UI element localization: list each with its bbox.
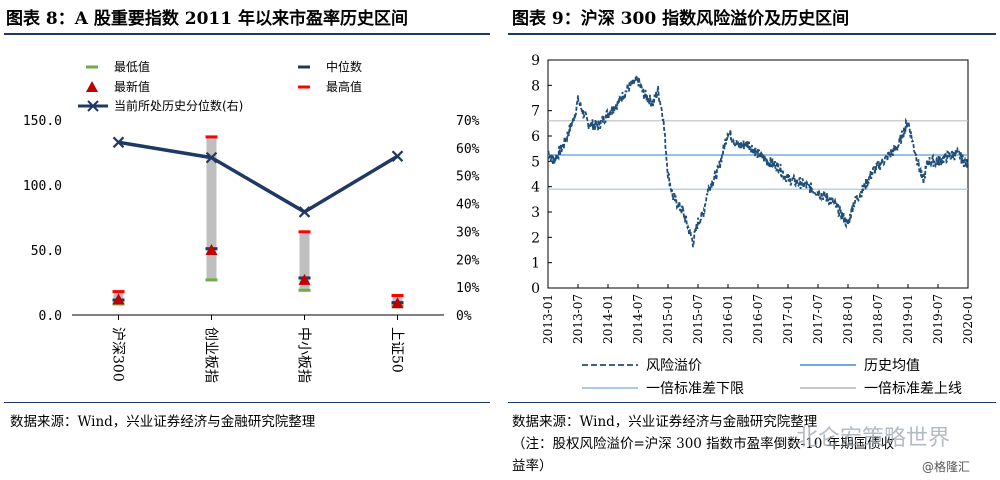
y-tick-label: 5 [531, 154, 540, 170]
range-bar [206, 136, 217, 280]
x-tick-label: 2018-07 [871, 294, 885, 344]
x-category-label: 沪深300 [110, 327, 126, 382]
legend-swatch-median [298, 65, 310, 69]
y-tick-label: 7 [531, 104, 540, 120]
latest-marker [205, 244, 218, 255]
x-tick-label: 2014-01 [601, 294, 615, 344]
y-tick-label: 1 [531, 256, 540, 272]
percentile-point [112, 136, 125, 149]
x-tick-label: 2014-07 [631, 294, 645, 344]
left-y-tick-label: 0.0 [39, 309, 62, 324]
legend-label: 最高值 [326, 79, 362, 94]
min-marker [298, 288, 311, 292]
right-y-tick-label: 40% [456, 198, 480, 213]
x-tick-label: 2020-01 [961, 294, 975, 344]
latest-marker [391, 297, 404, 309]
legend-swatch-min [86, 65, 98, 69]
x-tick-label: 2017-01 [781, 294, 795, 344]
legend-label: 中位数 [326, 59, 362, 74]
x-tick-label: 2016-07 [751, 294, 765, 344]
max-marker [298, 230, 311, 234]
right-y-tick-label: 70% [456, 114, 480, 129]
legend-label: 当前所处历史分位数(右) [114, 98, 243, 113]
y-tick-label: 9 [531, 53, 540, 69]
range-bar [299, 231, 310, 291]
right-note-line-2: 益率） [512, 458, 553, 474]
right-y-tick-label: 20% [456, 253, 480, 268]
right-chart-title: 图表 9：沪深 300 指数风险溢价及历史区间 [512, 9, 850, 29]
right-title-rule [508, 33, 996, 35]
risk-premium-line [547, 75, 969, 248]
x-tick-label: 2016-01 [721, 294, 735, 344]
latest-marker [112, 293, 125, 305]
x-category-label: 上证50 [389, 327, 405, 373]
x-tick-label: 2013-01 [541, 294, 555, 344]
percentile-point [298, 206, 311, 218]
legend-swatch-latest [86, 81, 98, 92]
x-tick-label: 2019-07 [931, 294, 945, 344]
right-y-tick-label: 60% [456, 142, 480, 157]
right-y-tick-label: 10% [456, 281, 480, 296]
risk-premium-chart: 0 1 2 3 4 5 6 7 8 9 2013-01 2013-07 2014-01 2014-07 20… [531, 53, 975, 397]
legend-label: 一倍标准差上线 [864, 381, 962, 397]
percentile-point [205, 151, 218, 164]
x-tick-label: 2015-01 [661, 294, 675, 344]
y-tick-label: 6 [531, 129, 540, 145]
max-marker [205, 135, 218, 139]
right-source-text: 数据来源：Wind，兴业证券经济与金融研究院整理 [512, 414, 818, 430]
left-source-text: 数据来源：Wind，兴业证券经济与金融研究院整理 [10, 414, 316, 430]
x-tick-label: 2018-01 [841, 294, 855, 344]
right-source-rule [508, 402, 996, 403]
legend-swatch-percentile-marker [87, 100, 99, 112]
legend-label: 最低值 [114, 59, 150, 74]
watermark-site: @格隆汇 [922, 460, 971, 474]
plot-frame [547, 59, 969, 289]
y-tick-label: 3 [531, 205, 540, 221]
percentile-line [118, 140, 399, 214]
max-marker [391, 294, 404, 297]
right-y-tick-label: 30% [456, 225, 480, 240]
right-y-tick-label: 50% [456, 170, 480, 185]
left-title-rule [4, 33, 490, 35]
legend-label: 风险溢价 [646, 358, 702, 374]
x-tick-label: 2019-01 [901, 294, 915, 344]
percentile-point [391, 150, 404, 162]
left-source-rule [4, 402, 490, 403]
left-y-tick-label: 100.0 [23, 179, 62, 194]
legend-label: 一倍标准差下限 [646, 381, 744, 397]
left-y-tick-label: 50.0 [31, 244, 62, 259]
y-tick-label: 8 [531, 78, 540, 94]
left-y-tick-label: 150.0 [23, 114, 62, 129]
left-chart-title: 图表 8：A 股重要指数 2011 年以来市盈率历史区间 [6, 9, 409, 29]
y-tick-label: 2 [531, 230, 540, 246]
legend-swatch-max [298, 85, 310, 89]
x-category-label: 创业板指 [203, 327, 219, 383]
latest-marker [298, 273, 311, 285]
max-marker [112, 290, 125, 294]
y-tick-label: 0 [531, 281, 540, 297]
right-note-line-1: （注：股权风险溢价=沪深 300 指数市盈率倒数-10 年期国债收 [512, 436, 895, 452]
x-tick-label: 2015-07 [691, 294, 705, 344]
x-tick-label: 2013-07 [571, 294, 585, 344]
right-y-tick-label: 0% [456, 309, 472, 324]
x-category-label: 中小板指 [296, 327, 312, 383]
watermark-channel: 北仑宏策略世界 [796, 426, 951, 451]
x-tick-label: 2017-07 [811, 294, 825, 344]
min-marker [205, 278, 218, 282]
legend-label: 最新值 [114, 79, 150, 94]
pe-range-chart: 0.0 50.0 100.0 150.0 0% 10% 20% 30% 40% 50% 60% 70%… [23, 59, 480, 383]
legend-label: 历史均值 [864, 358, 920, 374]
y-tick-label: 4 [531, 180, 540, 196]
